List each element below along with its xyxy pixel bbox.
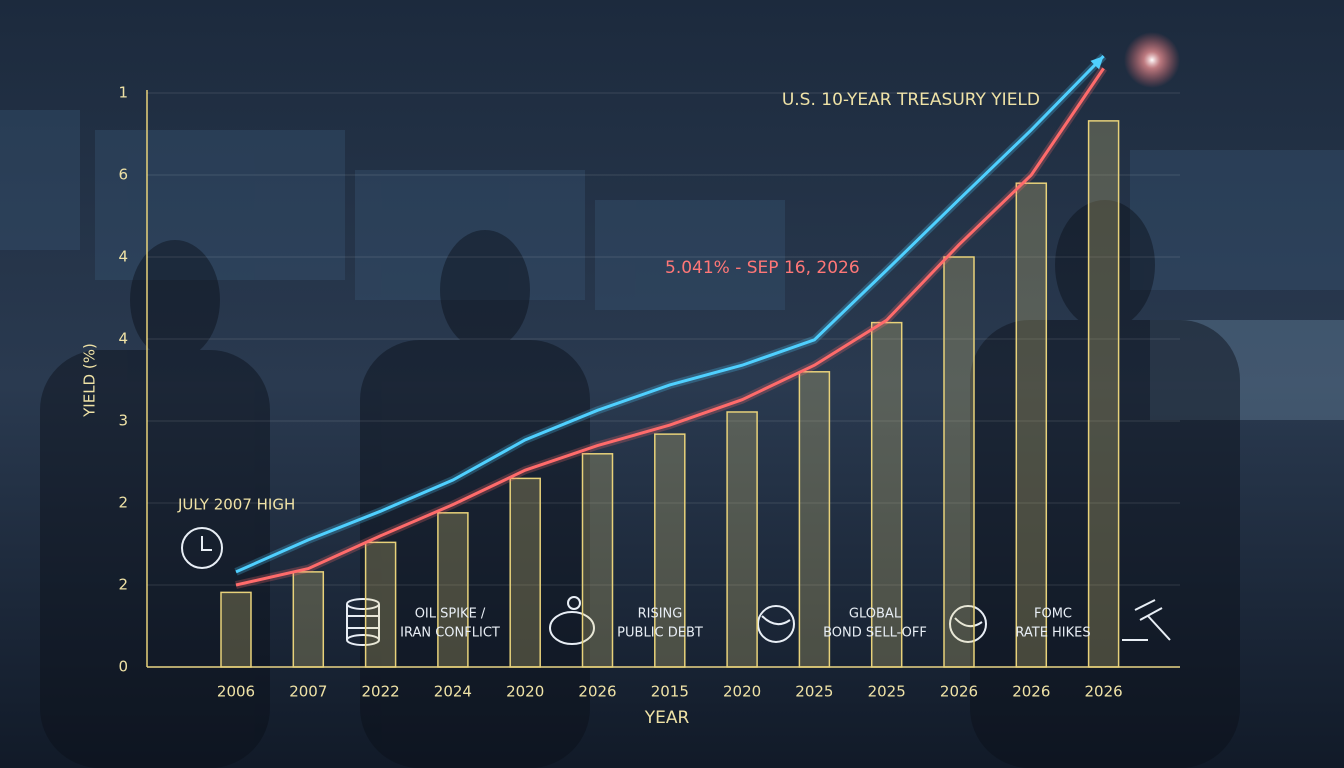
background-people (40, 200, 1240, 768)
annotation: GLOBAL (849, 607, 902, 622)
annotation: IRAN CONFLICT (400, 626, 500, 641)
bar (364, 541, 397, 668)
x-tick-label: 2026 (1085, 683, 1123, 701)
x-tick-label: 2006 (217, 683, 255, 701)
bar (220, 591, 252, 668)
y-tick-label: 0 (118, 658, 128, 676)
annotation: FOMC (1034, 607, 1072, 622)
annotation: OIL SPIKE / (415, 607, 486, 622)
chart-title: U.S. 10-YEAR TREASURY YIELD (782, 90, 1040, 110)
line (235, 67, 1105, 587)
bar (870, 321, 903, 668)
bar (292, 571, 325, 668)
y-tick-label: 2 (118, 494, 128, 512)
bar (943, 256, 975, 668)
x-tick-label: 2026 (578, 683, 616, 701)
bar (798, 371, 831, 668)
annotation: JULY 2007 HIGH (177, 496, 295, 514)
bar (581, 453, 614, 668)
x-tick-label: 2024 (434, 683, 472, 701)
bar (1087, 120, 1120, 668)
bar (1015, 182, 1048, 668)
x-tick-label: 2026 (1012, 683, 1050, 701)
bar (437, 512, 469, 668)
annotation: BOND SELL-OFF (823, 626, 927, 641)
x-tick-label: 2022 (362, 683, 400, 701)
y-tick-label: 3 (118, 412, 128, 430)
background-screens (0, 110, 1344, 420)
bar (509, 477, 541, 668)
bar (726, 411, 758, 668)
x-tick-label: 2025 (868, 683, 906, 701)
y-tick-label: 1 (118, 84, 128, 102)
icons (181, 527, 1171, 646)
annotation: RISING (638, 607, 683, 622)
y-tick-label: 6 (118, 166, 128, 184)
y-tick-label: 4 (118, 330, 128, 348)
x-tick-label: 2025 (795, 683, 833, 701)
flare (1124, 32, 1180, 88)
x-tick-label: 2020 (723, 683, 761, 701)
y-axis-label: YIELD (%) (81, 343, 99, 418)
y-tick-label: 4 (118, 248, 128, 266)
bar (654, 433, 686, 668)
annotation: RATE HIKES (1015, 626, 1090, 641)
x-tick-label: 2015 (651, 683, 689, 701)
x-axis-label: YEAR (644, 708, 690, 728)
arrow-head (1090, 56, 1104, 70)
line (235, 55, 1105, 574)
y-tick-label: 2 (118, 576, 128, 594)
annotation: PUBLIC DEBT (617, 626, 703, 641)
x-tick-label: 2026 (940, 683, 978, 701)
x-tick-label: 2020 (506, 683, 544, 701)
x-tick-label: 2007 (289, 683, 327, 701)
highlight-label: 5.041% - SEP 16, 2026 (665, 258, 860, 278)
